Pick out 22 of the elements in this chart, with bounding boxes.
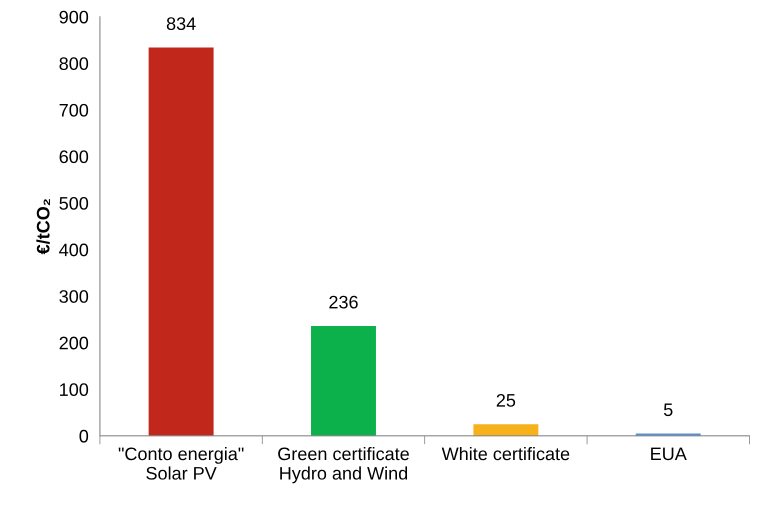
x-tick-label: Green certificate Hydro and Wind [278, 446, 409, 484]
data-label: 236 [329, 296, 358, 309]
y-tick-label: 100 [60, 383, 88, 396]
x-tick-label: "Conto energia" Solar PV [118, 446, 244, 480]
y-tick-label: 200 [60, 336, 88, 350]
data-label: 5 [664, 403, 673, 416]
bar [473, 424, 538, 436]
y-tick-label: 500 [59, 196, 88, 210]
data-label: 25 [496, 394, 516, 407]
x-tick-label: EUA [651, 448, 687, 460]
y-tick-label: 300 [59, 290, 88, 303]
bar [311, 326, 376, 436]
y-tick-label: 700 [60, 104, 88, 117]
y-tick-label: 800 [59, 57, 88, 70]
y-tick-label: 600 [60, 150, 88, 164]
y-axis-title: €/tCO₂ [36, 199, 50, 254]
x-tick-label: White certificate [442, 446, 570, 460]
y-tick-label: 400 [59, 244, 88, 256]
data-label: 834 [166, 17, 196, 30]
y-tick-label: 900 [60, 10, 88, 24]
bar [148, 48, 214, 436]
y-tick-label: 0 [79, 430, 88, 443]
